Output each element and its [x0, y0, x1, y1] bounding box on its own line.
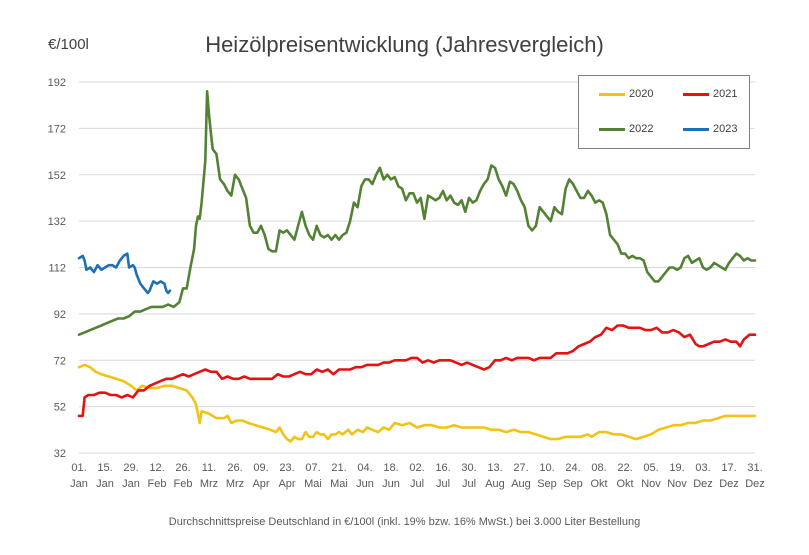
y-tick-label-172: 172	[48, 123, 66, 135]
x-tick-month-19: Sep	[563, 478, 583, 490]
x-tick-month-3: Feb	[148, 478, 167, 490]
legend-item-2021: 2021	[683, 88, 737, 100]
legend-label-2022: 2022	[629, 123, 654, 135]
x-tick-month-6: Mrz	[226, 478, 244, 490]
x-tick-day-3: 12.	[149, 462, 164, 474]
x-tick-month-8: Apr	[278, 478, 295, 490]
x-tick-day-9: 07.	[305, 462, 320, 474]
x-tick-day-21: 22.	[617, 462, 632, 474]
x-tick-month-0: Jan	[70, 478, 88, 490]
chart-footnote: Durchschnittspreise Deutschland in €/100…	[168, 516, 641, 528]
x-tick-month-17: Aug	[511, 478, 531, 490]
x-tick-day-0: 01.	[71, 462, 86, 474]
x-tick-day-7: 09.	[253, 462, 268, 474]
series-line-2023	[77, 252, 172, 295]
y-tick-label-52: 52	[54, 402, 66, 414]
x-tick-day-25: 17.	[721, 462, 736, 474]
x-tick-month-2: Jan	[122, 478, 140, 490]
series-line-2022	[77, 90, 757, 336]
x-tick-month-22: Nov	[641, 478, 661, 490]
x-tick-day-1: 15.	[97, 462, 112, 474]
legend-label-2021: 2021	[713, 88, 738, 100]
series-line-2020	[77, 363, 757, 443]
x-tick-month-12: Jun	[382, 478, 400, 490]
x-tick-month-26: Dez	[745, 478, 765, 490]
x-tick-day-8: 23.	[279, 462, 294, 474]
x-tick-month-10: Mai	[330, 478, 348, 490]
x-tick-month-13: Jul	[410, 478, 424, 490]
legend-swatch-2020	[599, 92, 625, 96]
x-tick-month-15: Jul	[462, 478, 476, 490]
x-tick-month-1: Jan	[96, 478, 114, 490]
x-tick-day-5: 11.	[202, 462, 216, 474]
x-tick-day-26: 31.	[747, 462, 762, 474]
x-tick-day-14: 16.	[435, 462, 450, 474]
y-tick-label-132: 132	[48, 216, 66, 228]
x-tick-month-4: Feb	[174, 478, 193, 490]
x-tick-month-5: Mrz	[200, 478, 218, 490]
x-tick-month-24: Dez	[693, 478, 713, 490]
legend-label-2023: 2023	[713, 123, 738, 135]
x-tick-day-2: 29.	[123, 462, 138, 474]
x-tick-day-15: 30.	[461, 462, 476, 474]
chart-legend: 2020 2021 2022 2023	[578, 75, 750, 149]
y-tick-label-92: 92	[54, 309, 66, 321]
x-tick-month-7: Apr	[252, 478, 269, 490]
x-tick-month-21: Okt	[616, 478, 633, 490]
legend-item-2023: 2023	[683, 123, 737, 135]
legend-swatch-2022	[599, 127, 625, 131]
x-tick-day-4: 26.	[175, 462, 190, 474]
x-tick-month-23: Nov	[667, 478, 687, 490]
x-tick-month-18: Sep	[537, 478, 557, 490]
x-tick-day-18: 10.	[539, 462, 554, 474]
legend-swatch-2021	[683, 92, 709, 96]
x-tick-day-11: 04.	[357, 462, 372, 474]
legend-label-2020: 2020	[629, 88, 654, 100]
legend-item-2020: 2020	[599, 88, 653, 100]
x-tick-day-16: 13.	[487, 462, 502, 474]
x-tick-day-20: 08.	[591, 462, 606, 474]
x-tick-day-22: 05.	[643, 462, 658, 474]
x-tick-month-11: Jun	[356, 478, 374, 490]
x-tick-month-14: Jul	[436, 478, 450, 490]
x-tick-day-10: 21.	[331, 462, 346, 474]
x-tick-day-23: 19.	[669, 462, 684, 474]
x-tick-day-13: 02.	[409, 462, 424, 474]
x-tick-day-12: 18.	[383, 462, 398, 474]
x-tick-month-20: Okt	[590, 478, 607, 490]
x-tick-month-16: Aug	[485, 478, 505, 490]
y-tick-label-152: 152	[48, 170, 66, 182]
y-tick-label-192: 192	[48, 77, 66, 89]
legend-swatch-2023	[683, 127, 709, 131]
y-tick-label-32: 32	[54, 448, 66, 460]
chart-title: Heizölpreisentwicklung (Jahresvergleich)	[205, 32, 604, 57]
x-tick-day-19: 24.	[565, 462, 580, 474]
x-tick-day-24: 03.	[695, 462, 710, 474]
y-tick-label-72: 72	[54, 355, 66, 367]
y-unit-label: €/100l	[48, 36, 89, 53]
y-tick-label-112: 112	[48, 263, 66, 275]
x-tick-day-17: 27.	[513, 462, 528, 474]
x-tick-day-6: 26.	[227, 462, 242, 474]
legend-item-2022: 2022	[599, 123, 653, 135]
series-line-2021	[77, 324, 757, 418]
x-tick-month-9: Mai	[304, 478, 322, 490]
x-tick-month-25: Dez	[719, 478, 739, 490]
